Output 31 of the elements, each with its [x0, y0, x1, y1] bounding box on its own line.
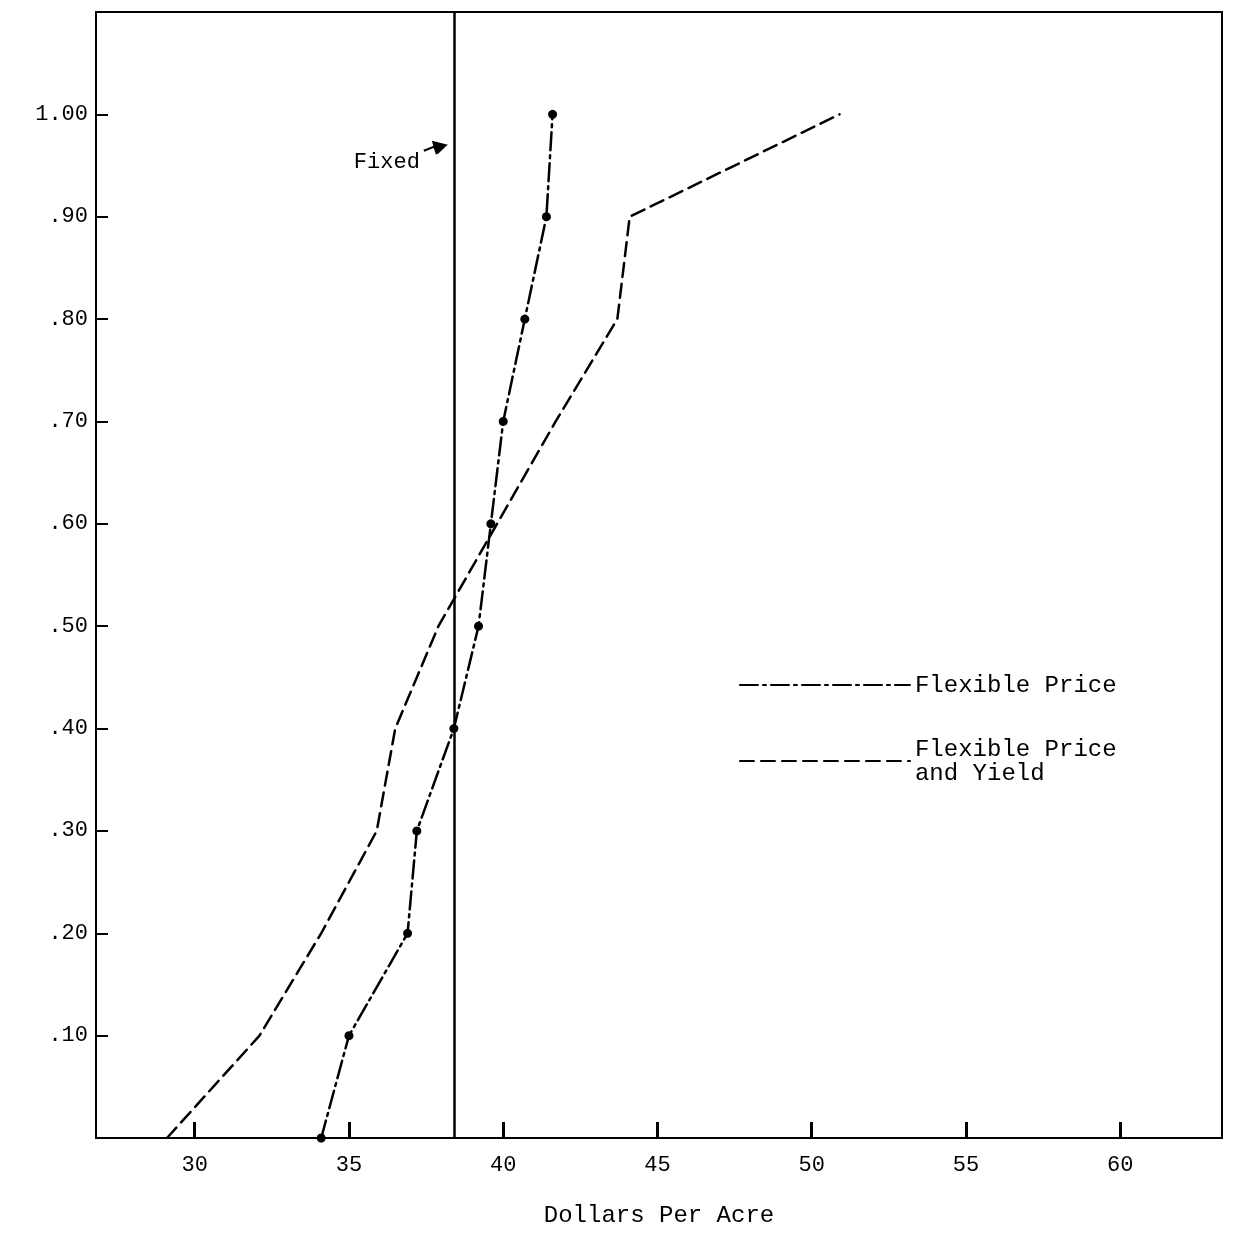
- point: [316, 1133, 326, 1143]
- x-tick-label: 35: [335, 1152, 363, 1178]
- point: [403, 928, 413, 938]
- x-tick-label: 45: [644, 1152, 671, 1178]
- x-tick-label: 40: [490, 1152, 517, 1178]
- x-tick-label: 30: [181, 1152, 208, 1178]
- y-tick-label: .10: [48, 1023, 88, 1049]
- point: [344, 1031, 354, 1041]
- point: [412, 826, 422, 836]
- point: [498, 416, 508, 426]
- x-tick-label: 50: [798, 1152, 825, 1178]
- point: [520, 314, 530, 324]
- x-axis-title: Dollars Per Acre: [543, 1201, 775, 1229]
- point: [541, 212, 551, 222]
- point: [548, 109, 558, 119]
- point: [486, 519, 496, 529]
- y-tick-label: .70: [48, 408, 88, 434]
- x-tick-label: 60: [1106, 1152, 1134, 1178]
- text: Flexible Price and Yield: [914, 735, 1132, 787]
- y-tick-label: .40: [48, 716, 88, 742]
- y-tick-label: .60: [48, 511, 88, 537]
- x-tick-label: 55: [952, 1152, 980, 1178]
- y-tick-label: .50: [48, 613, 88, 639]
- y-tick-label: .90: [48, 204, 88, 230]
- text: Flexible Price: [914, 671, 1117, 699]
- y-tick-label: .30: [48, 818, 88, 844]
- y-tick-label: .80: [48, 306, 88, 332]
- point: [474, 621, 484, 631]
- y-tick-label: 1.00: [35, 101, 88, 127]
- ref-line-label: Fixed: [353, 150, 420, 176]
- y-tick-label: .20: [48, 920, 88, 946]
